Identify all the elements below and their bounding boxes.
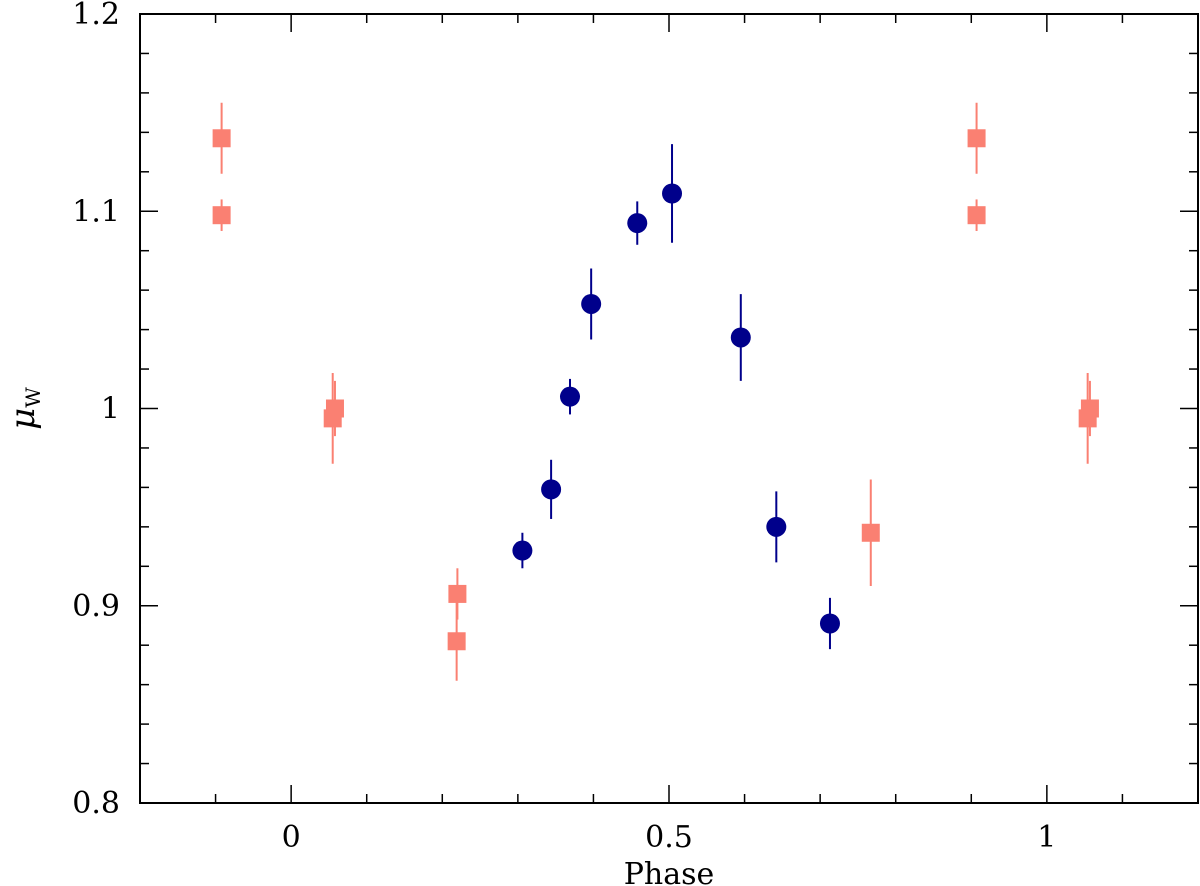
axis-ticks <box>139 13 1199 804</box>
y-axis-label-sub: W <box>21 387 45 408</box>
data-point <box>447 632 466 651</box>
data-marks <box>212 102 1099 681</box>
data-point <box>325 399 344 418</box>
data-point <box>662 183 683 204</box>
tick-labels: 0 0.5 1 0.8 0.9 1 1.1 1.2 <box>72 0 1056 855</box>
series-circles <box>512 144 840 650</box>
series-squares <box>212 102 1099 681</box>
data-point <box>967 129 986 148</box>
y-tick-label: 0.8 <box>72 786 120 821</box>
data-point <box>766 516 787 537</box>
x-axis-label: Phase <box>624 857 715 886</box>
data-point <box>448 584 467 603</box>
data-point <box>212 129 231 148</box>
data-point <box>560 386 581 407</box>
x-tick-label: 0.5 <box>645 820 693 855</box>
x-tick-label: 1 <box>1037 820 1056 855</box>
data-point <box>819 613 840 634</box>
plot-frame <box>139 13 1199 804</box>
data-point <box>212 206 231 225</box>
y-axis-label: μW <box>3 387 45 430</box>
x-tick-label: 0 <box>282 820 301 855</box>
y-tick-label: 1 <box>101 392 120 427</box>
y-tick-label: 1.1 <box>72 194 120 229</box>
data-point <box>541 479 562 500</box>
data-point <box>1080 399 1099 418</box>
data-point <box>730 327 751 348</box>
data-point <box>512 540 533 561</box>
data-point <box>627 213 648 234</box>
data-point <box>581 293 602 314</box>
y-tick-label: 1.2 <box>72 0 120 32</box>
y-axis-label-main: μ <box>3 408 43 430</box>
y-tick-label: 0.9 <box>72 589 120 624</box>
data-point <box>861 523 880 542</box>
data-point <box>967 206 986 225</box>
